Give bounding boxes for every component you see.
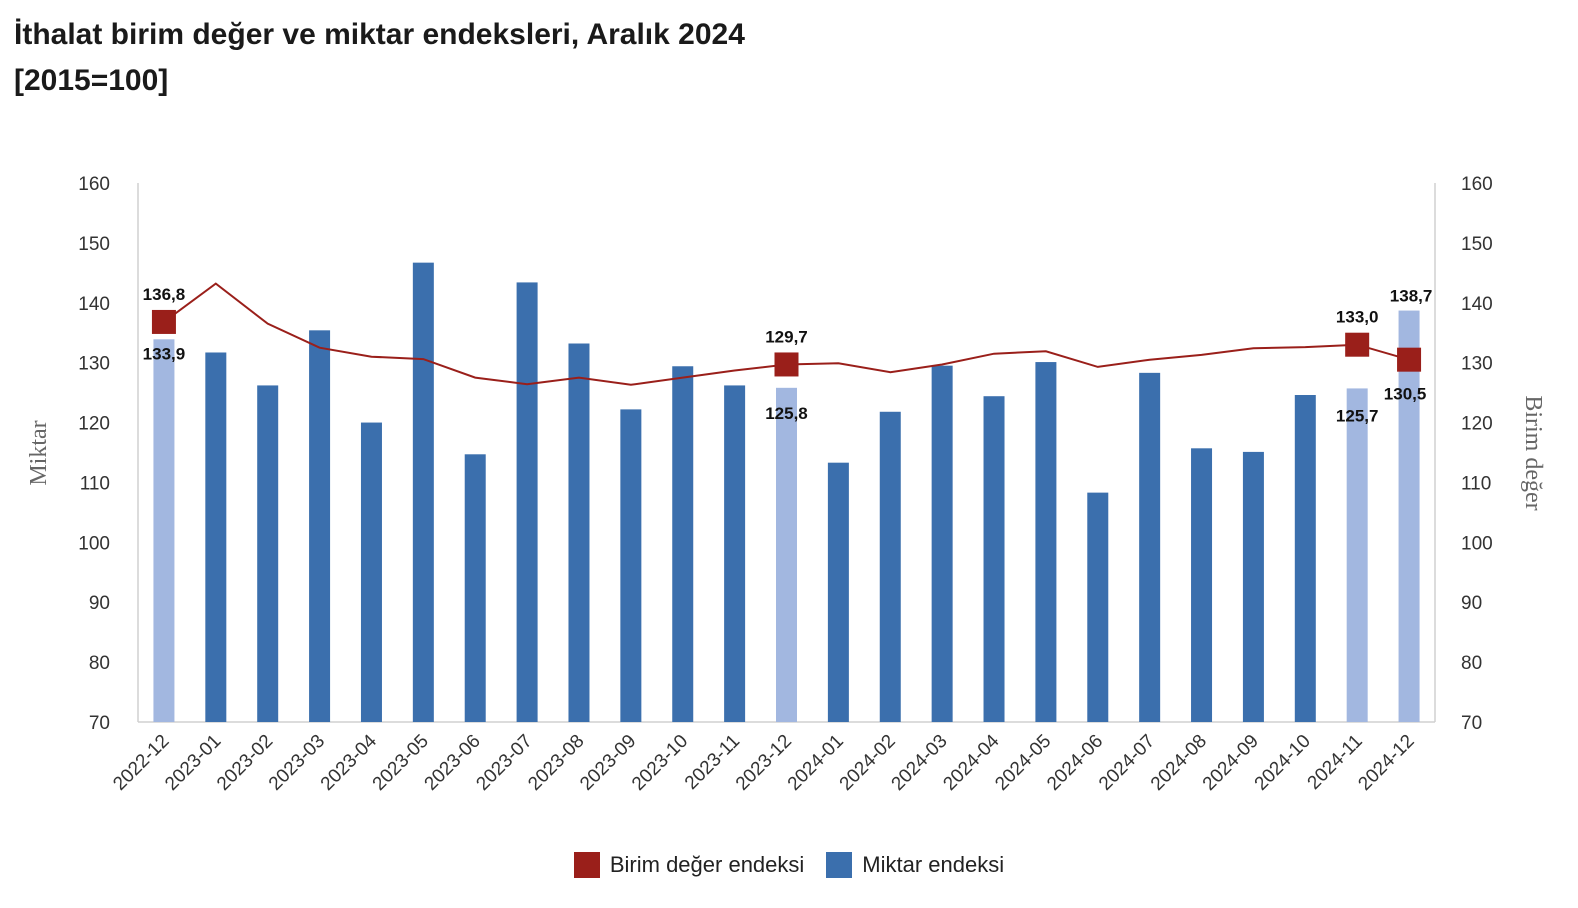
x-tick-label: 2024-07: [1095, 731, 1159, 795]
x-tick-label: 2023-05: [369, 731, 433, 795]
bar: [309, 330, 331, 722]
legend-swatch-miktar: [826, 852, 853, 878]
data-label-miktar: 125,8: [765, 404, 808, 423]
bar: [1087, 492, 1109, 722]
bar: [1139, 372, 1161, 722]
data-label-birim-deger: 136,8: [143, 285, 186, 304]
y-tick-right-label: 100: [1461, 533, 1493, 554]
bar: [620, 409, 642, 722]
data-label-birim-deger: 129,7: [765, 327, 808, 346]
line-marker: [1397, 347, 1422, 372]
chart-title-line1: İthalat birim değer ve miktar endeksleri…: [14, 18, 745, 51]
bar: [205, 352, 227, 722]
x-tick-label: 2024-06: [1043, 731, 1107, 795]
x-tick-label: 2023-03: [265, 731, 329, 795]
y-tick-left-label: 100: [78, 533, 110, 554]
bar: [360, 422, 382, 722]
legend-item-birim-deger[interactable]: Birim değer endeksi: [573, 852, 805, 878]
legend-item-miktar[interactable]: Miktar endeksi: [826, 852, 1004, 878]
data-label-miktar: 133,9: [143, 344, 186, 363]
y-tick-left-label: 160: [78, 174, 110, 195]
bar: [412, 262, 434, 722]
bar: [1035, 362, 1057, 722]
x-tick-label: 2023-11: [681, 731, 744, 794]
y-axis-left-title: Miktar: [26, 420, 52, 485]
bar: [1242, 451, 1264, 722]
y-tick-right-label: 110: [1461, 473, 1491, 494]
x-tick-label: 2023-08: [524, 731, 588, 795]
line-series-birim-deger: [151, 282, 1422, 386]
y-tick-right-label: 90: [1461, 593, 1482, 614]
chart-title: İthalat birim değer ve miktar endeksleri…: [14, 12, 745, 104]
y-axis-right-title: Birim değer: [1520, 395, 1546, 510]
y-tick-left-label: 130: [78, 354, 110, 375]
bar: [931, 365, 953, 722]
x-tick-label: 2023-01: [161, 731, 225, 795]
y-tick-left-label: 110: [80, 473, 110, 494]
x-tick-label: 2023-12: [732, 731, 796, 795]
bar: [724, 385, 746, 722]
y-tick-right-label: 130: [1461, 354, 1493, 375]
y-tick-right-label: 120: [1461, 414, 1493, 435]
data-label-miktar: 125,7: [1336, 406, 1379, 425]
y-tick-left-label: 70: [89, 713, 110, 734]
x-tick-label: 2023-02: [213, 731, 277, 795]
y-tick-left-label: 80: [89, 653, 110, 674]
line-marker: [774, 352, 799, 377]
x-tick-label: 2023-09: [576, 731, 640, 795]
bar: [464, 454, 486, 722]
bar: [1191, 448, 1213, 722]
bar-series-miktar: [153, 262, 1420, 722]
x-tick-label: 2024-04: [939, 730, 1003, 794]
line-marker: [151, 309, 176, 334]
y-tick-right-label: 160: [1461, 174, 1493, 195]
x-tick-label: 2023-04: [317, 730, 381, 794]
bar: [827, 462, 849, 722]
bar: [153, 339, 175, 722]
data-labels: 136,8 129,7 133,0 130,5 133,9 125,8 125,7 138,7: [143, 285, 1433, 425]
x-tick-label: 2024-12: [1354, 731, 1418, 795]
x-tick-label: 2024-01: [784, 731, 848, 795]
x-tick-label: 2023-07: [472, 731, 536, 795]
bar: [776, 387, 797, 722]
legend-label-miktar: Miktar endeksi: [862, 852, 1005, 877]
bar: [983, 396, 1005, 722]
bar: [568, 343, 590, 722]
y-tick-right-label: 80: [1461, 653, 1482, 674]
bar: [516, 282, 538, 722]
bar: [879, 411, 901, 722]
x-tick-label: 2023-10: [628, 731, 692, 795]
data-label-miktar: 138,7: [1390, 287, 1433, 306]
data-label-birim-deger: 130,5: [1384, 385, 1427, 404]
y-tick-left-label: 120: [78, 414, 110, 435]
y-tick-right-label: 150: [1461, 234, 1493, 255]
x-tick-label: 2024-10: [1251, 731, 1315, 795]
y-tick-left-label: 90: [89, 593, 110, 614]
y-tick-right-label: 140: [1461, 294, 1493, 315]
bar: [1294, 395, 1316, 722]
bar: [1346, 388, 1368, 722]
x-tick-label: 2024-11: [1304, 731, 1367, 794]
y-tick-left-label: 140: [78, 294, 110, 315]
bar: [1398, 310, 1420, 722]
line-marker: [1345, 332, 1370, 357]
bar: [257, 385, 279, 722]
x-tick-label: 2024-08: [1147, 731, 1211, 795]
bar: [672, 366, 694, 722]
x-tick-label: 2024-03: [888, 731, 952, 795]
legend-label-birim-deger: Birim değer endeksi: [609, 852, 805, 877]
x-tick-label: 2024-09: [1199, 731, 1263, 795]
y-tick-right-label: 70: [1461, 713, 1482, 734]
x-tick-label: 2022-12: [109, 731, 173, 795]
legend: Birim değer endeksi Miktar endeksi: [0, 852, 1578, 878]
legend-swatch-birim-deger: [573, 852, 600, 878]
chart-subtitle: [2015=100]: [14, 64, 169, 97]
x-tick-label: 2023-06: [421, 731, 485, 795]
x-tick-label: 2024-02: [836, 731, 900, 795]
y-tick-left-label: 150: [78, 234, 110, 255]
x-tick-label: 2024-05: [991, 731, 1055, 795]
data-label-birim-deger: 133,0: [1336, 308, 1379, 327]
